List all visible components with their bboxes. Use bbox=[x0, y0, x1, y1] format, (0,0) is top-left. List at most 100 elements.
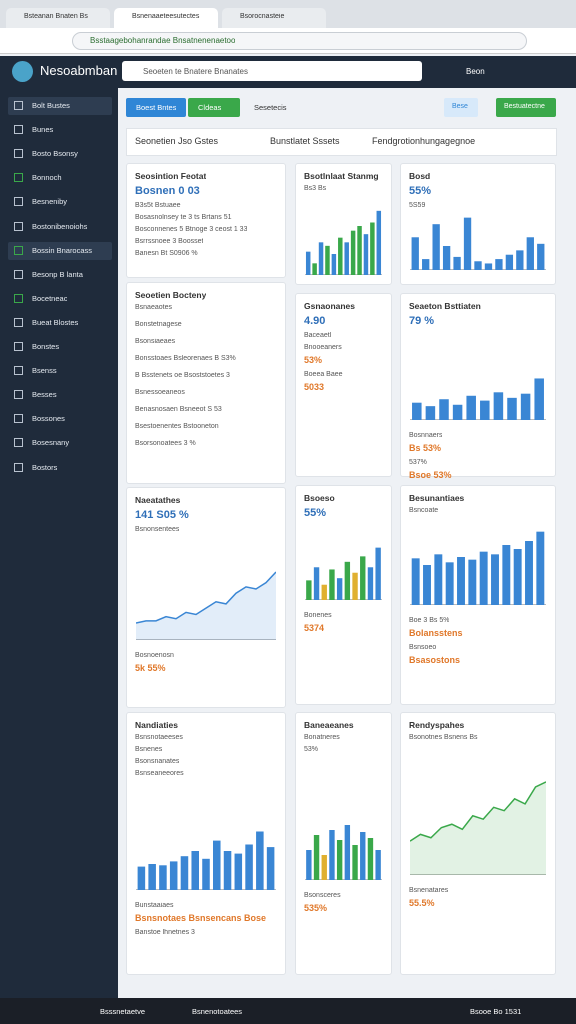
card-value: Bosnen 0 03 bbox=[135, 185, 200, 197]
sidebar-icon bbox=[14, 269, 23, 279]
card-footer: Boe 3 Bs 5% bbox=[409, 617, 450, 624]
card-footer: Boeea Baee bbox=[304, 371, 343, 378]
tab[interactable]: Seonetien Jso Gstes bbox=[135, 136, 219, 146]
search-placeholder: Seoeten te Bnatere Bnanates bbox=[143, 67, 248, 76]
card-value: 4.90 bbox=[304, 315, 326, 327]
bar bbox=[537, 243, 545, 270]
bar bbox=[412, 402, 422, 420]
bar bbox=[344, 561, 351, 600]
bar bbox=[336, 578, 343, 600]
bar bbox=[306, 850, 312, 880]
browser-tab[interactable] bbox=[114, 8, 218, 28]
sidebar-active bbox=[8, 241, 112, 260]
bar bbox=[442, 246, 451, 270]
sidebar-item[interactable]: Bsenss bbox=[32, 366, 57, 376]
sidebar-icon bbox=[14, 125, 23, 135]
card-footer: 55.5% bbox=[409, 898, 435, 908]
card-footer: 537% bbox=[409, 459, 427, 466]
card-line: Bsrrssnoee 3 Boosset bbox=[135, 238, 204, 245]
toolbar-link[interactable]: Sesetecis bbox=[254, 103, 287, 112]
card-value: 79 % bbox=[409, 315, 435, 327]
sidebar-icon bbox=[14, 173, 23, 183]
sidebar-item[interactable]: Bunes bbox=[32, 125, 54, 135]
taskbar-app[interactable]: Bsssnetaetve bbox=[100, 1007, 146, 1016]
card-line: Banesn Bt S0906 % bbox=[135, 250, 198, 257]
bar bbox=[452, 404, 463, 420]
sidebar-item[interactable]: Besses bbox=[32, 390, 57, 400]
bar bbox=[484, 263, 493, 270]
bar bbox=[360, 832, 366, 880]
bar bbox=[256, 831, 264, 890]
sidebar-icon bbox=[14, 197, 23, 207]
bar bbox=[313, 835, 320, 880]
button[interactable] bbox=[126, 98, 186, 117]
bar bbox=[534, 378, 544, 420]
card-title: Naeatathes bbox=[135, 495, 181, 505]
sidebar-item[interactable]: Besonp B lanta bbox=[32, 269, 83, 279]
sidebar-item[interactable]: Bueat Blostes bbox=[32, 317, 79, 327]
sidebar-item[interactable]: Bonnoch bbox=[32, 173, 62, 183]
bar bbox=[137, 866, 146, 890]
bar bbox=[411, 237, 419, 270]
card-title: Seaeton Bsttiaten bbox=[409, 301, 481, 311]
bar bbox=[505, 254, 514, 270]
bar bbox=[479, 551, 488, 605]
card-line: Bsonsnanates bbox=[135, 758, 180, 765]
bar bbox=[434, 554, 443, 605]
button[interactable] bbox=[496, 98, 556, 117]
card-line: Bosconnenes 5 Btnoge 3 ceost 1 33 bbox=[135, 226, 248, 233]
sidebar-icon bbox=[14, 342, 23, 351]
bar bbox=[536, 531, 545, 605]
sidebar-icon bbox=[14, 245, 23, 255]
sidebar-item[interactable]: Bostors bbox=[32, 462, 58, 472]
card-footer: 53% bbox=[304, 355, 323, 365]
bar bbox=[306, 580, 312, 600]
sidebar-item[interactable]: Bostonibenoiohs bbox=[32, 221, 88, 231]
bar bbox=[325, 245, 330, 275]
sidebar bbox=[0, 88, 118, 998]
button-label: Bese bbox=[452, 103, 468, 110]
card bbox=[295, 163, 392, 285]
sidebar-item[interactable]: Bossin Bnarocass bbox=[32, 245, 93, 255]
bar bbox=[360, 556, 366, 600]
bar bbox=[180, 856, 189, 890]
bar bbox=[318, 242, 324, 275]
area bbox=[410, 781, 546, 875]
sidebar-item[interactable]: Bossones bbox=[32, 414, 65, 424]
sidebar-icon bbox=[14, 317, 23, 327]
card-line: Bsestoenentes Bstooneton bbox=[135, 423, 219, 430]
card-footer: Bnooeaners bbox=[304, 344, 342, 351]
tab[interactable]: Bunstlatet Sssets bbox=[270, 136, 340, 146]
bar bbox=[331, 254, 337, 275]
card-line: Bsonotnes Bsnens Bs bbox=[409, 734, 478, 741]
sidebar-icon bbox=[14, 414, 23, 424]
sidebar-item[interactable]: Bosto Bsonsy bbox=[32, 149, 78, 159]
tab[interactable]: Fendgrotionhungagegnoe bbox=[372, 136, 476, 146]
browser-tab[interactable] bbox=[222, 8, 326, 28]
bar bbox=[425, 406, 436, 420]
card-line: Benasnosaen Bsneeot S 53 bbox=[135, 406, 222, 413]
browser-tab[interactable] bbox=[6, 8, 110, 28]
bar bbox=[321, 584, 327, 600]
card-line: B Bsstenets oe Bsoststoetes 3 bbox=[135, 372, 230, 379]
button[interactable] bbox=[444, 98, 478, 117]
sidebar-item[interactable]: Bosesnany bbox=[32, 438, 70, 448]
sidebar-icon bbox=[14, 149, 23, 159]
card bbox=[400, 712, 556, 975]
taskbar-app[interactable]: Bsnenotoatees bbox=[192, 1007, 243, 1016]
sidebar-item[interactable]: Bocetneac bbox=[32, 293, 68, 303]
search-box[interactable] bbox=[122, 61, 422, 81]
card-line: Bosasnolnsey te 3 ts Brtans 51 bbox=[135, 214, 232, 221]
bar bbox=[363, 234, 369, 275]
sidebar-item[interactable]: Bonstes bbox=[32, 342, 60, 351]
sidebar-item[interactable]: Besneniby bbox=[32, 197, 68, 207]
card-title: Gsnaonanes bbox=[304, 301, 356, 311]
card-title: Nandiaties bbox=[135, 720, 178, 730]
card-line: Bsnonsentees bbox=[135, 526, 180, 533]
button[interactable] bbox=[188, 98, 240, 117]
sidebar-item[interactable]: Bolt Bustes bbox=[32, 101, 70, 110]
bar bbox=[266, 847, 275, 890]
bar bbox=[169, 861, 178, 890]
sidebar-active bbox=[8, 97, 112, 115]
bar bbox=[159, 865, 167, 890]
